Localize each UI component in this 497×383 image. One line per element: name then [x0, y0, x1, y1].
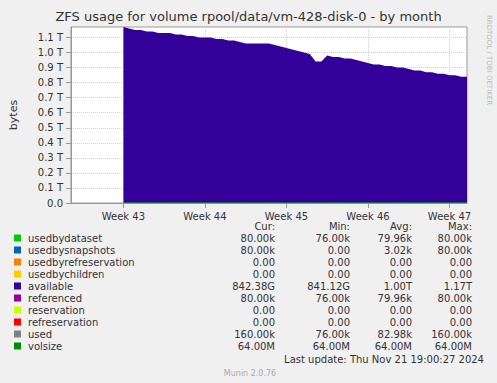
svg-text:80.00k: 80.00k — [241, 245, 276, 256]
svg-text:0.00: 0.00 — [328, 269, 350, 280]
svg-text:Last update: Thu Nov 21 19:00:: Last update: Thu Nov 21 19:00:27 2024 — [284, 354, 484, 365]
svg-text:0.00: 0.00 — [450, 317, 472, 328]
svg-text:used: used — [28, 329, 52, 340]
svg-text:0.1 T: 0.1 T — [38, 182, 64, 193]
svg-text:0.00: 0.00 — [328, 257, 350, 268]
svg-text:80.00k: 80.00k — [438, 293, 473, 304]
svg-text:0.00: 0.00 — [328, 305, 350, 316]
svg-text:0.9 T: 0.9 T — [38, 62, 64, 73]
svg-text:0.00: 0.00 — [390, 257, 412, 268]
svg-text:0.6 T: 0.6 T — [38, 107, 64, 118]
svg-text:80.00k: 80.00k — [438, 233, 473, 244]
svg-text:Week 45: Week 45 — [265, 211, 308, 222]
svg-text:64.00M: 64.00M — [313, 341, 350, 352]
svg-text:0.00: 0.00 — [328, 317, 350, 328]
svg-text:Munin 2.0.76: Munin 2.0.76 — [224, 369, 276, 378]
svg-text:0.4 T: 0.4 T — [38, 137, 64, 148]
svg-text:Max:: Max: — [448, 221, 472, 232]
svg-text:Cur:: Cur: — [254, 221, 275, 232]
svg-text:0.8 T: 0.8 T — [38, 77, 64, 88]
svg-text:reservation: reservation — [28, 305, 85, 316]
svg-text:79.96k: 79.96k — [378, 293, 413, 304]
svg-text:842.38G: 842.38G — [232, 281, 275, 292]
svg-text:Week 46: Week 46 — [346, 211, 389, 222]
svg-text:79.96k: 79.96k — [378, 233, 413, 244]
svg-text:3.02k: 3.02k — [384, 245, 412, 256]
svg-text:0.00: 0.00 — [390, 269, 412, 280]
svg-text:Week 47: Week 47 — [428, 211, 471, 222]
svg-text:0.00: 0.00 — [450, 269, 472, 280]
svg-text:0.00: 0.00 — [450, 257, 472, 268]
svg-text:1.0 T: 1.0 T — [38, 47, 64, 58]
svg-text:80.00k: 80.00k — [241, 293, 276, 304]
svg-text:bytes: bytes — [7, 100, 20, 131]
svg-text:0.00: 0.00 — [390, 305, 412, 316]
svg-text:1.1 T: 1.1 T — [38, 32, 64, 43]
svg-text:160.00k: 160.00k — [431, 329, 472, 340]
svg-text:usedbyrefreservation: usedbyrefreservation — [28, 257, 135, 268]
svg-text:usedbydataset: usedbydataset — [28, 233, 102, 244]
svg-text:Week 44: Week 44 — [183, 211, 226, 222]
svg-text:0.00: 0.00 — [253, 257, 275, 268]
svg-text:76.00k: 76.00k — [316, 293, 351, 304]
svg-text:841.12G: 841.12G — [307, 281, 350, 292]
svg-text:available: available — [28, 281, 73, 292]
svg-text:0.7 T: 0.7 T — [38, 92, 64, 103]
svg-text:volsize: volsize — [28, 341, 62, 352]
svg-text:Week 43: Week 43 — [102, 211, 145, 222]
svg-text:64.00M: 64.00M — [435, 341, 472, 352]
svg-text:0.00: 0.00 — [328, 245, 350, 256]
svg-text:0.3 T: 0.3 T — [38, 152, 64, 163]
svg-text:0.00: 0.00 — [253, 317, 275, 328]
svg-text:80.00k: 80.00k — [438, 245, 473, 256]
svg-text:ZFS usage for volume rpool/dat: ZFS usage for volume rpool/data/vm-428-d… — [55, 9, 441, 24]
svg-text:0.5 T: 0.5 T — [38, 122, 64, 133]
svg-text:82.98k: 82.98k — [378, 329, 413, 340]
svg-text:usedbychildren: usedbychildren — [28, 269, 104, 280]
svg-text:1.00T: 1.00T — [384, 281, 413, 292]
svg-text:0.00: 0.00 — [253, 305, 275, 316]
svg-text:Avg:: Avg: — [390, 221, 412, 232]
svg-text:64.00M: 64.00M — [238, 341, 275, 352]
svg-text:usedbysnapshots: usedbysnapshots — [28, 245, 115, 256]
svg-text:0.00: 0.00 — [390, 317, 412, 328]
svg-text:0.0: 0.0 — [47, 198, 63, 209]
svg-text:76.00k: 76.00k — [316, 233, 351, 244]
svg-text:RRDTOOL / TOBI OETIKER: RRDTOOL / TOBI OETIKER — [485, 15, 493, 105]
svg-text:64.00M: 64.00M — [375, 341, 412, 352]
svg-text:refreservation: refreservation — [28, 317, 98, 328]
svg-text:76.00k: 76.00k — [316, 329, 351, 340]
svg-text:referenced: referenced — [28, 293, 82, 304]
svg-text:0.00: 0.00 — [253, 269, 275, 280]
svg-text:Min:: Min: — [329, 221, 350, 232]
svg-text:1.17T: 1.17T — [444, 281, 473, 292]
svg-text:160.00k: 160.00k — [234, 329, 275, 340]
svg-text:0.2 T: 0.2 T — [38, 167, 64, 178]
svg-text:80.00k: 80.00k — [241, 233, 276, 244]
svg-text:0.00: 0.00 — [450, 305, 472, 316]
